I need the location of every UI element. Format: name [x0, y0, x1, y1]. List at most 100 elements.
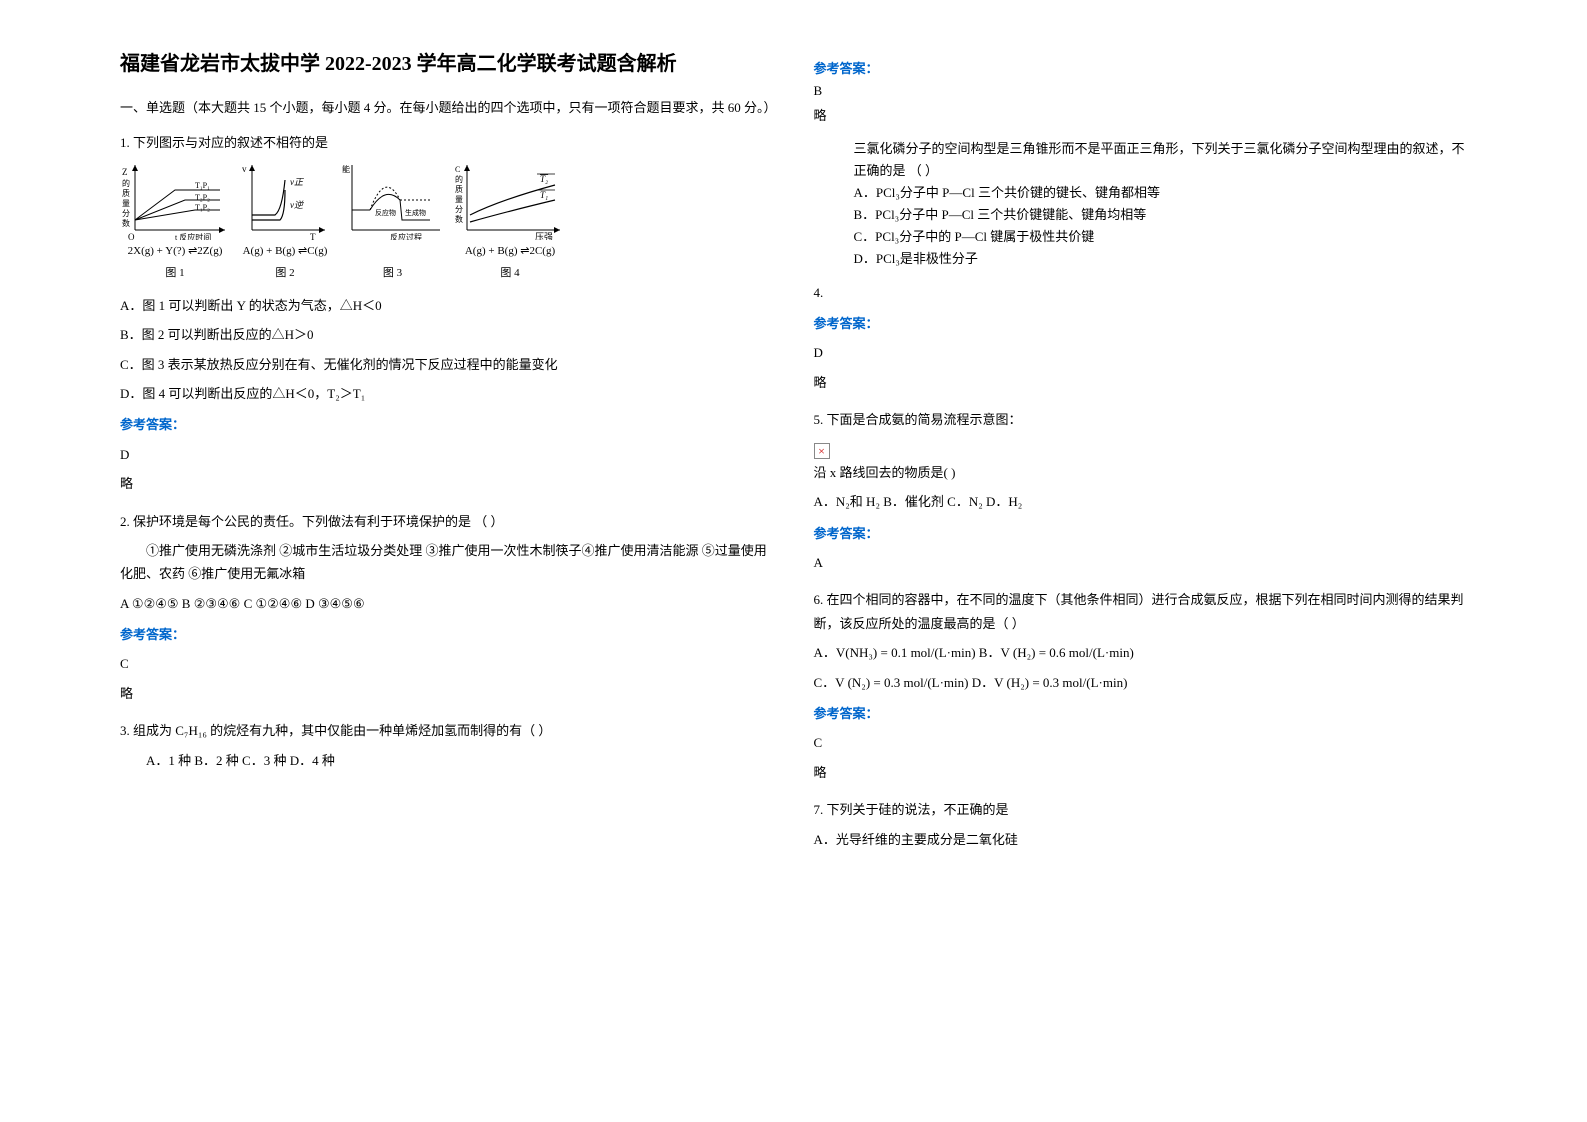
- q4-note: 略: [814, 371, 1468, 394]
- q1-note: 略: [120, 472, 774, 495]
- q4-box: 三氯化磷分子的空间构型是三角锥形而不是平面正三角形，下列关于三氯化磷分子空间构型…: [854, 138, 1468, 271]
- q6-answer-label: 参考答案：: [814, 702, 1468, 725]
- q6-optCD: C．V (N₂) = 0.3 mol/(L·min) D．V (H₂) = 0.…: [814, 671, 1468, 694]
- q4-optA: A．PCl₃分子中 P—Cl 三个共价键的键长、键角都相等: [854, 182, 1468, 204]
- svg-text:t 反应时间: t 反应时间: [175, 232, 211, 240]
- chart1-formula: 2X(g) + Y(?) ⇌2Z(g): [120, 242, 230, 262]
- chart1-svg: Z 的 质 量 分 数 T₁P₁ T₂P₂ T₁P₂ t 反应时间 O: [120, 160, 230, 240]
- q2-answer: C: [120, 652, 774, 675]
- chart4-label: 图 4: [455, 264, 565, 284]
- left-column: 福建省龙岩市太拔中学 2022-2023 学年高二化学联考试题含解析 一、单选题…: [100, 50, 794, 1072]
- q4-optB: B．PCl₃分子中 P—Cl 三个共价键键能、键角均相等: [854, 204, 1468, 226]
- q4-answer-label: 参考答案：: [814, 312, 1468, 335]
- q1-text: 1. 下列图示与对应的叙述不相符的是: [120, 131, 774, 154]
- q5-answer-label: 参考答案：: [814, 522, 1468, 545]
- q3-answer-label: 参考答案：: [814, 58, 1468, 77]
- svg-text:T₂: T₂: [540, 174, 548, 184]
- chart2-svg: v v正 v逆 T: [240, 160, 330, 240]
- svg-text:v: v: [242, 164, 247, 174]
- section-header: 一、单选题（本大题共 15 个小题，每小题 4 分。在每小题给出的四个选项中，只…: [120, 98, 774, 119]
- chart1-label: 图 1: [120, 264, 230, 284]
- svg-text:能: 能: [342, 164, 350, 174]
- q2-text: 2. 保护环境是每个公民的责任。下列做法有利于环境保护的是 （ ）: [120, 510, 774, 533]
- svg-text:的: 的: [455, 174, 463, 184]
- q1-optC: C．图 3 表示某放热反应分别在有、无催化剂的情况下反应过程中的能量变化: [120, 353, 774, 376]
- q4-optD: D．PCl₃是非极性分子: [854, 248, 1468, 270]
- q1-answer-label: 参考答案：: [120, 413, 774, 436]
- q1-optD: D．图 4 可以判断出反应的△H＜0，T₂＞T₁: [120, 382, 774, 405]
- chart3-label: 图 3: [340, 264, 445, 284]
- chart3-svg: 能 反应物 生成物 反应过程: [340, 160, 445, 240]
- q1-answer: D: [120, 443, 774, 466]
- svg-text:T: T: [310, 232, 316, 240]
- svg-text:T₁: T₁: [540, 190, 548, 200]
- right-column: 参考答案： B 略 三氯化磷分子的空间构型是三角锥形而不是平面正三角形，下列关于…: [794, 50, 1488, 1072]
- q7-optA: A．光导纤维的主要成分是二氧化硅: [814, 828, 1468, 851]
- document-title: 福建省龙岩市太拔中学 2022-2023 学年高二化学联考试题含解析: [120, 50, 774, 78]
- q4-answer: D: [814, 341, 1468, 364]
- q3-options: A．1 种 B．2 种 C．3 种 D．4 种: [120, 749, 774, 772]
- svg-text:的: 的: [122, 178, 130, 188]
- question-1: 1. 下列图示与对应的叙述不相符的是 Z 的 质 量 分 数: [120, 131, 774, 496]
- chart3-spacer: [340, 242, 445, 262]
- broken-img-icon: ×: [814, 443, 830, 459]
- chart-2: v v正 v逆 T A(g) + B(g) ⇌C(g) 图 2: [240, 160, 330, 284]
- svg-text:Z: Z: [122, 167, 128, 177]
- svg-text:T₁P₂: T₁P₂: [195, 203, 210, 212]
- chart-3: 能 反应物 生成物 反应过程 图 3: [340, 160, 445, 284]
- q2-answer-label: 参考答案：: [120, 623, 774, 646]
- svg-text:C: C: [455, 165, 460, 174]
- svg-text:数: 数: [122, 218, 130, 228]
- svg-text:反应物: 反应物: [375, 208, 396, 217]
- q6-text: 6. 在四个相同的容器中，在不同的温度下（其他条件相同）进行合成氨反应，根据下列…: [814, 588, 1468, 635]
- q4-intro: 三氯化磷分子的空间构型是三角锥形而不是平面正三角形，下列关于三氯化磷分子空间构型…: [854, 138, 1468, 182]
- chart-1: Z 的 质 量 分 数 T₁P₁ T₂P₂ T₁P₂ t 反应时间 O 2X(g…: [120, 160, 230, 284]
- svg-text:生成物: 生成物: [405, 208, 426, 217]
- svg-text:量: 量: [455, 195, 463, 204]
- svg-text:v正: v正: [290, 177, 304, 187]
- q2-note: 略: [120, 682, 774, 705]
- svg-text:反应过程: 反应过程: [390, 232, 422, 240]
- q5-answer: A: [814, 551, 1468, 574]
- broken-image-placeholder: ×: [814, 438, 1468, 461]
- svg-text:质: 质: [455, 184, 463, 194]
- q5-options: A．N₂和 H₂ B．催化剂 C．N₂ D．H₂: [814, 490, 1468, 513]
- svg-text:数: 数: [455, 214, 463, 224]
- q1-optA: A．图 1 可以判断出 Y 的状态为气态，△H＜0: [120, 294, 774, 317]
- svg-text:T₁P₁: T₁P₁: [195, 181, 210, 190]
- question-3: 3. 组成为 C₇H₁₆ 的烷烃有九种，其中仅能由一种单烯烃加氢而制得的有（ ）…: [120, 719, 774, 772]
- svg-text:量: 量: [122, 199, 130, 208]
- q5-text: 5. 下面是合成氨的简易流程示意图：: [814, 408, 1468, 431]
- question-2: 2. 保护环境是每个公民的责任。下列做法有利于环境保护的是 （ ） ①推广使用无…: [120, 510, 774, 706]
- question-5: 5. 下面是合成氨的简易流程示意图： × 沿 x 路线回去的物质是( ) A．N…: [814, 408, 1468, 574]
- svg-text:分: 分: [455, 205, 463, 214]
- q6-note: 略: [814, 761, 1468, 784]
- q4-num: 4.: [814, 281, 1468, 304]
- question-6: 6. 在四个相同的容器中，在不同的温度下（其他条件相同）进行合成氨反应，根据下列…: [814, 588, 1468, 784]
- chart2-formula: A(g) + B(g) ⇌C(g): [240, 242, 330, 262]
- q7-text: 7. 下列关于硅的说法，不正确的是: [814, 798, 1468, 821]
- q2-options: A ①②④⑤ B ②③④⑥ C ①②④⑥ D ③④⑤⑥: [120, 592, 774, 615]
- q1-charts: Z 的 质 量 分 数 T₁P₁ T₂P₂ T₁P₂ t 反应时间 O 2X(g…: [120, 160, 774, 284]
- q6-answer: C: [814, 731, 1468, 754]
- chart2-label: 图 2: [240, 264, 330, 284]
- q5-detail: 沿 x 路线回去的物质是( ): [814, 461, 1468, 484]
- svg-text:T₂P₂: T₂P₂: [195, 193, 210, 202]
- q3-text: 3. 组成为 C₇H₁₆ 的烷烃有九种，其中仅能由一种单烯烃加氢而制得的有（ ）: [120, 719, 774, 742]
- question-4: 三氯化磷分子的空间构型是三角锥形而不是平面正三角形，下列关于三氯化磷分子空间构型…: [814, 138, 1468, 394]
- svg-text:v逆: v逆: [290, 200, 305, 210]
- svg-text:压强: 压强: [535, 232, 553, 240]
- chart4-formula: A(g) + B(g) ⇌2C(g): [455, 242, 565, 262]
- chart4-svg: C 的 质 量 分 数 T₂ T₁ 压强: [455, 160, 565, 240]
- svg-text:分: 分: [122, 209, 130, 218]
- chart-4: C 的 质 量 分 数 T₂ T₁ 压强 A(g) + B(g) ⇌2C(g) …: [455, 160, 565, 284]
- q3-answer: B: [814, 83, 1468, 99]
- svg-text:质: 质: [122, 188, 130, 198]
- q1-optB: B．图 2 可以判断出反应的△H＞0: [120, 323, 774, 346]
- q4-optC: C．PCl₃分子中的 P—Cl 键属于极性共价键: [854, 226, 1468, 248]
- q2-detail: ①推广使用无磷洗涤剂 ②城市生活垃圾分类处理 ③推广使用一次性木制筷子④推广使用…: [120, 539, 774, 586]
- q3-note: 略: [814, 105, 1468, 124]
- q6-optAB: A．V(NH₃) = 0.1 mol/(L·min) B．V (H₂) = 0.…: [814, 641, 1468, 664]
- question-7: 7. 下列关于硅的说法，不正确的是 A．光导纤维的主要成分是二氧化硅: [814, 798, 1468, 851]
- svg-text:O: O: [128, 232, 135, 240]
